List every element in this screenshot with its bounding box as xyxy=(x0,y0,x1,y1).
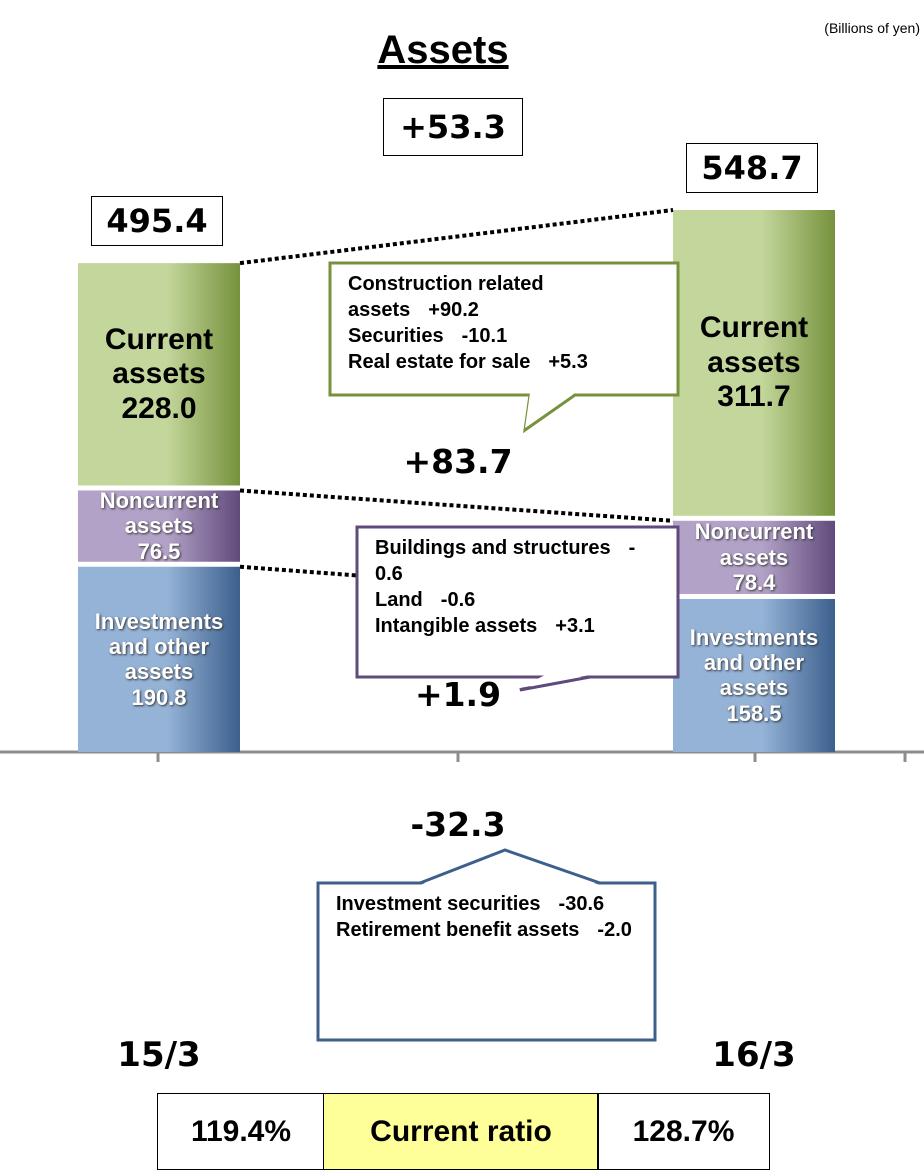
callout-box xyxy=(355,525,680,679)
bar-segment xyxy=(673,598,835,752)
callout-item-value: -2.0 xyxy=(597,919,632,941)
segment-name: Current assets xyxy=(104,322,214,391)
ratio-right: 128.7% xyxy=(597,1093,770,1170)
callout-item-label: Securities xyxy=(348,325,444,347)
connector xyxy=(239,488,674,523)
segment-value: 311.7 xyxy=(717,380,791,414)
segment-name: Current assets xyxy=(699,311,809,379)
segment-name: Investments and other assets xyxy=(94,608,224,685)
segment-label: Investments and other assets 190.8 xyxy=(74,567,244,752)
callout-text: Investment securities -30.6 Retirement ben… xyxy=(336,891,639,943)
segment-value: 228.0 xyxy=(121,391,197,425)
segment-name: Investments and other assets xyxy=(689,624,819,701)
callout-text: Buildings and structures -0.6 Land -0.6 Inta… xyxy=(375,535,662,639)
segment-name: Noncurrent assets xyxy=(99,488,219,539)
segment-value: 76.5 xyxy=(137,538,181,564)
segment-label: Noncurrent assets 78.4 xyxy=(669,519,839,596)
ratio-left: 119.4% xyxy=(157,1093,325,1170)
total-label: 495.4 xyxy=(91,196,223,247)
callout-item-label: Construction related assets xyxy=(348,273,544,321)
segment-label: Current assets 228.0 xyxy=(74,263,244,485)
chart-title: Assets xyxy=(377,28,509,72)
total-change: +53.3 xyxy=(383,98,523,156)
callout-item-value: +3.1 xyxy=(555,615,595,637)
callout-tail-cover xyxy=(525,393,575,428)
segment-label: Investments and other assets 158.5 xyxy=(669,599,839,752)
callout-item-label: Buildings and structures xyxy=(375,537,611,559)
callout-item: Investment securities -30.6 xyxy=(336,891,639,917)
bar-segment xyxy=(78,566,240,752)
change-label: +1.9 xyxy=(414,675,502,714)
change-label: +83.7 xyxy=(403,442,513,481)
callout-item-label: Investment securities xyxy=(336,893,541,915)
x-tick-label: 15/3 xyxy=(117,1035,201,1075)
callout-item: Retirement benefit assets -2.0 xyxy=(336,917,639,943)
segment-label: Noncurrent assets 76.5 xyxy=(74,488,244,564)
segment-value: 78.4 xyxy=(732,570,776,596)
callout-tail-cover xyxy=(520,675,590,688)
segment-label: Current assets 311.7 xyxy=(669,210,839,516)
callout-item: Buildings and structures -0.6 xyxy=(375,535,662,587)
callout-box xyxy=(328,261,680,397)
unit-note: (Billions of yen) xyxy=(824,20,920,36)
ratio-label: Current ratio xyxy=(323,1093,599,1170)
bar-segment xyxy=(673,210,835,516)
callout-item-label: Land xyxy=(375,589,423,611)
callout-item: Securities -10.1 xyxy=(348,323,662,349)
segment-name: Noncurrent assets xyxy=(694,519,814,570)
x-tick-label: 16/3 xyxy=(712,1035,796,1075)
callout-item-value: -0.6 xyxy=(440,589,476,611)
bar-segment xyxy=(673,520,835,594)
callout-item: Construction related assets +90.2 xyxy=(348,271,662,323)
callout-item-value: +5.3 xyxy=(548,351,588,373)
total-label: 548.7 xyxy=(686,143,818,193)
callout-item-label: Real estate for sale xyxy=(348,351,531,373)
callout-item-value: -30.6 xyxy=(558,893,605,915)
connector xyxy=(239,208,674,266)
change-label: -32.3 xyxy=(410,805,506,844)
bar-segment xyxy=(78,263,240,486)
callout-item: Land -0.6 xyxy=(375,587,662,613)
callout-item: Intangible assets +3.1 xyxy=(375,613,662,639)
callout-item-value: -0.6 xyxy=(375,537,636,585)
callout-item: Real estate for sale +5.3 xyxy=(348,349,662,375)
callout-item-label: Intangible assets xyxy=(375,615,538,637)
bar-segment xyxy=(78,490,240,562)
callout-item-label: Retirement benefit assets xyxy=(336,919,580,941)
callout-item-value: +90.2 xyxy=(428,299,479,321)
callout-tail-cover xyxy=(420,852,600,885)
segment-value: 190.8 xyxy=(131,684,187,710)
callout-text: Construction related assets +90.2 Securiti… xyxy=(348,271,662,375)
callout-item-value: -10.1 xyxy=(461,325,508,347)
segment-value: 158.5 xyxy=(726,700,782,726)
